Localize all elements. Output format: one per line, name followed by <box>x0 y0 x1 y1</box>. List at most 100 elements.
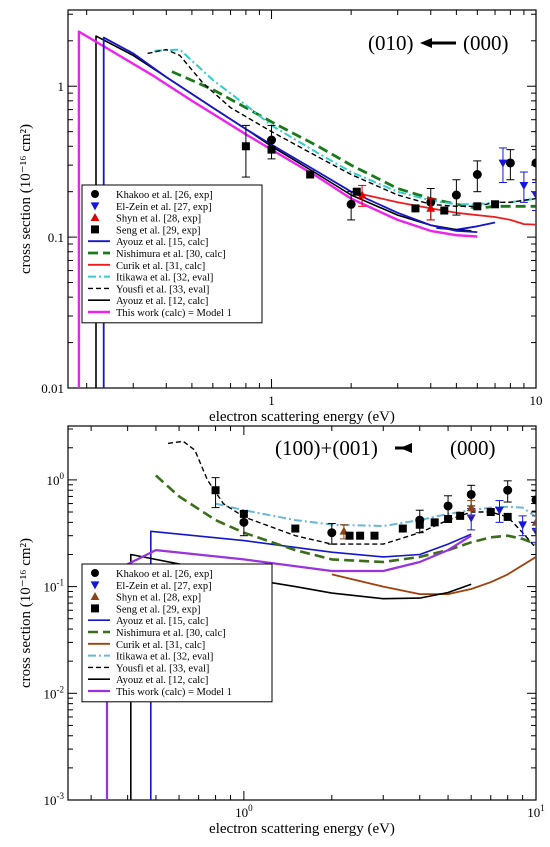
legend-entry: Yousfi et al. [33, eval] <box>116 284 209 295</box>
series-line-ayouz-et-al-12-calc <box>130 553 472 800</box>
x-axis-label: electron scattering energy (eV) <box>209 821 395 837</box>
data-point-el-zein-et-al-27-exp <box>495 506 504 515</box>
data-point-khakoo-et-al-26-exp <box>466 489 476 499</box>
data-point-shyn-et-al-28-exp <box>531 517 536 526</box>
error-bar <box>532 521 536 543</box>
legend-entry: Ayouz et al. [15, calc] <box>116 616 208 627</box>
data-point-seng-et-al-29-exp <box>440 206 449 215</box>
series-line-ayouz-et-al-15-calc <box>150 530 472 800</box>
data-point-khakoo-et-al-26-exp <box>505 158 515 168</box>
series-line-nishimura-et-al-30-calc <box>155 474 536 564</box>
error-bar <box>241 124 250 178</box>
legend-entry: El-Zein et al. [27, exp] <box>116 202 212 213</box>
error-bar <box>532 149 536 181</box>
legend-entry: Nishimura et al. [30, calc] <box>116 249 226 260</box>
data-point-seng-et-al-29-exp <box>370 531 379 540</box>
series-line-curik-et-al-31-calc <box>350 190 536 226</box>
data-point-seng-et-al-29-exp <box>411 204 420 213</box>
axis-ticks <box>68 426 537 801</box>
data-point-seng-et-al-29-exp <box>239 509 248 518</box>
y-tick-label: 10-2 <box>44 684 65 701</box>
y-tick-label: 1 <box>58 79 65 94</box>
legend-entry: Curik et al. [31, calc] <box>116 640 205 651</box>
legend-marker-seng-et-al-29-exp <box>91 225 99 234</box>
data-point-khakoo-et-al-26-exp <box>531 495 536 505</box>
legend-marker-khakoo-et-al-26-exp <box>91 190 99 198</box>
annotation-arrow-head <box>420 38 432 48</box>
legend-marker-khakoo-et-al-26-exp <box>91 569 99 577</box>
data-point-seng-et-al-29-exp <box>415 520 424 529</box>
legend-marker-shyn-et-al-28-exp <box>90 592 100 600</box>
data-point-el-zein-et-al-27-exp <box>466 514 476 523</box>
legend-entry: Ayouz et al. [15, calc] <box>116 237 208 248</box>
x-tick-label: 101 <box>527 803 545 820</box>
y-tick-label: 10-3 <box>44 791 65 808</box>
data-point-el-zein-et-al-27-exp <box>518 521 528 530</box>
data-point-seng-et-al-29-exp <box>430 518 439 527</box>
legend-marker-el-zein-et-al-27-exp <box>90 581 100 590</box>
legend-entry: This work (calc) = Model 1 <box>116 308 232 319</box>
data-point-seng-et-al-29-exp <box>306 170 315 179</box>
data-point-khakoo-et-al-26-exp <box>346 199 356 209</box>
legend-entry: Curik et al. [31, calc] <box>116 261 205 272</box>
data-point-seng-et-al-29-exp <box>486 508 495 517</box>
data-point-seng-et-al-29-exp <box>211 486 220 495</box>
markers <box>211 477 536 545</box>
legend-entry: This work (calc) = Model 1 <box>116 687 232 698</box>
x-tick-label: 10 <box>530 393 543 408</box>
legend-entry: Itikawa et al. [32, eval] <box>116 652 213 663</box>
data-point-seng-et-al-29-exp <box>503 512 512 521</box>
data-point-khakoo-et-al-26-exp <box>451 190 461 200</box>
data-point-seng-et-al-29-exp <box>456 511 465 520</box>
y-tick-label: 0.01 <box>41 381 64 396</box>
y-tick-label: 0.1 <box>48 230 64 245</box>
legend-entry: Khakoo et al. [26, exp] <box>116 569 213 580</box>
y-tick-label: 100 <box>47 471 65 488</box>
data-point-seng-et-al-29-exp <box>473 202 482 211</box>
annotation-initial-state: (000) <box>463 31 509 55</box>
legend-entry: Itikawa et al. [32, eval] <box>116 273 213 284</box>
series-line-yousfi-et-al-33-eval <box>167 440 536 549</box>
legend-entry: Seng et al. [29, exp] <box>116 604 201 615</box>
x-axis-label: electron scattering energy (eV) <box>209 409 395 425</box>
data-point-khakoo-et-al-26-exp <box>472 169 482 179</box>
data-point-shyn-et-al-28-exp <box>426 203 436 212</box>
legend-entry: Shyn et al. [28, exp] <box>116 214 201 225</box>
data-point-seng-et-al-29-exp <box>241 142 250 151</box>
data-point-el-zein-et-al-27-exp <box>531 191 536 200</box>
error-bar <box>532 490 536 512</box>
y-axis-label: cross section (10⁻¹⁶ cm²) <box>18 538 34 688</box>
data-point-seng-et-al-29-exp <box>356 531 365 540</box>
data-point-seng-et-al-29-exp <box>267 145 276 154</box>
annotation-final-state: (010) <box>368 31 414 55</box>
data-point-el-zein-et-al-27-exp <box>519 182 529 191</box>
data-point-khakoo-et-al-26-exp <box>267 135 277 145</box>
data-point-seng-et-al-29-exp <box>398 524 407 533</box>
legend: Khakoo et al. [26, exp]El-Zein et al. [2… <box>81 184 263 324</box>
error-bar <box>532 182 536 212</box>
legend-entry: Nishimura et al. [30, calc] <box>116 628 226 639</box>
legend-entry: Shyn et al. [28, exp] <box>116 593 201 604</box>
markers <box>241 124 536 221</box>
series-line-yousfi-et-al-33-eval <box>147 48 536 207</box>
legend-entry: Ayouz et al. [12, calc] <box>116 675 208 686</box>
data-point-shyn-et-al-28-exp <box>466 503 476 512</box>
data-point-khakoo-et-al-26-exp <box>531 158 536 168</box>
axis-ticks <box>68 10 537 389</box>
data-point-khakoo-et-al-26-exp <box>327 528 337 538</box>
y-axis-label: cross section (10⁻¹⁶ cm²) <box>18 124 34 274</box>
annotation-arrow-head <box>400 443 412 453</box>
legend-entry: Khakoo et al. [26, exp] <box>116 190 213 201</box>
annotation-final-state: (100)+(001) <box>275 436 378 460</box>
series-line-itikawa-et-al-32-eval <box>154 48 536 206</box>
transition-annotation: (100)+(001) (000) <box>275 436 496 460</box>
annotation-initial-state: (000) <box>450 436 496 460</box>
series-line-curik-et-al-31-calc <box>331 556 536 595</box>
error-bar <box>532 515 536 531</box>
legend-box <box>81 563 273 703</box>
x-tick-label: 1 <box>268 393 275 408</box>
data-point-khakoo-et-al-26-exp <box>443 501 453 511</box>
